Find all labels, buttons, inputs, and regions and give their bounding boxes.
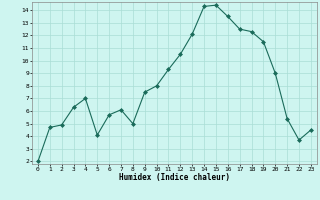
- X-axis label: Humidex (Indice chaleur): Humidex (Indice chaleur): [119, 173, 230, 182]
